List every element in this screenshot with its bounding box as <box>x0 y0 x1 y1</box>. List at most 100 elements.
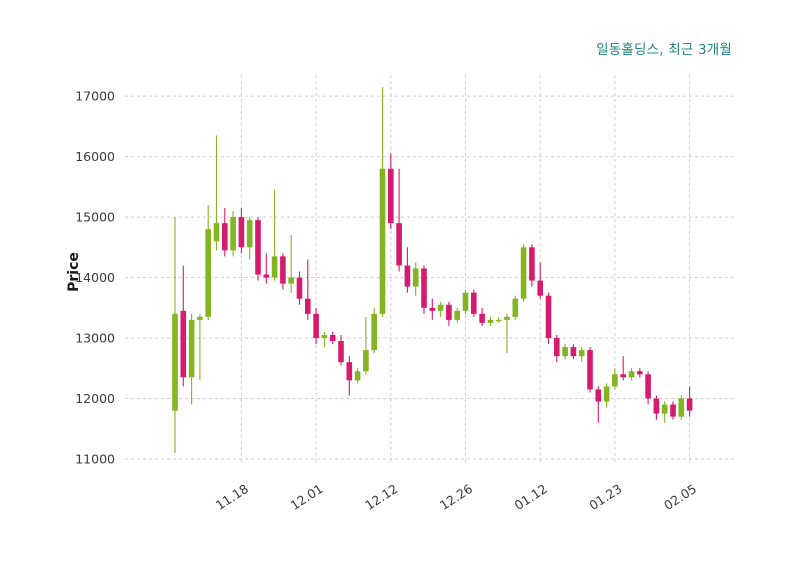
candle-body <box>504 316 510 320</box>
candle-body <box>587 350 593 390</box>
candle <box>446 301 452 326</box>
candle-body <box>529 247 535 281</box>
candle-body <box>512 298 519 317</box>
candle <box>637 368 643 378</box>
candle <box>686 386 693 417</box>
candle <box>454 307 460 323</box>
y-tick-label: 15000 <box>75 210 115 225</box>
candle-body <box>520 247 527 299</box>
candle <box>678 395 685 420</box>
candle <box>379 87 386 317</box>
candle <box>188 313 195 405</box>
candle-body <box>222 223 228 251</box>
candle-body <box>603 386 610 402</box>
candle-body <box>288 277 294 284</box>
candle <box>197 313 203 381</box>
candle-body <box>628 371 635 378</box>
candle <box>554 335 560 363</box>
candle-body <box>454 310 460 320</box>
candle <box>404 247 411 293</box>
candle-body <box>354 371 361 381</box>
candle <box>645 371 651 405</box>
candle-body <box>562 347 568 357</box>
candle <box>462 289 469 314</box>
x-tick-label: 01.23 <box>586 481 624 513</box>
y-tick-label: 12000 <box>75 391 115 406</box>
candle-body <box>554 338 560 357</box>
candle-body <box>305 298 311 314</box>
candle-body <box>678 398 685 417</box>
candle-body <box>645 374 651 399</box>
candle-body <box>487 319 494 323</box>
candle-body <box>255 220 261 275</box>
candle <box>296 271 303 305</box>
candle-body <box>205 229 211 317</box>
candle-body <box>230 217 236 251</box>
candle-body <box>595 389 602 402</box>
candle-body <box>429 307 436 311</box>
candle-body <box>396 223 402 266</box>
candle <box>471 289 477 317</box>
candle <box>271 189 278 281</box>
candle-body <box>238 217 245 248</box>
candle <box>213 135 220 251</box>
candle <box>222 208 228 257</box>
candle <box>412 262 419 296</box>
y-tick-label: 16000 <box>75 149 115 164</box>
candle-body <box>263 274 270 278</box>
candle-body <box>412 268 419 287</box>
candle <box>487 316 494 326</box>
candle-body <box>313 313 319 339</box>
candle <box>172 217 178 453</box>
candle-body <box>172 313 178 411</box>
candle-body <box>321 335 328 339</box>
candle-body <box>653 398 660 414</box>
x-tick-label: 12.26 <box>437 481 475 513</box>
candle-body <box>280 256 286 284</box>
candle-body <box>213 223 220 242</box>
y-tick-label: 14000 <box>75 270 115 285</box>
candle-body <box>578 350 585 357</box>
candle <box>570 344 577 360</box>
candle-body <box>670 404 676 417</box>
candle-body <box>338 341 344 363</box>
candle-body <box>612 374 618 387</box>
candle-body <box>421 268 427 308</box>
candle <box>238 208 245 254</box>
candle <box>305 259 311 320</box>
candle <box>288 235 294 293</box>
candle-body <box>620 374 626 378</box>
candle-body <box>180 310 187 378</box>
candle-body <box>296 277 303 299</box>
candle-body <box>346 362 353 381</box>
candle <box>603 383 610 408</box>
candle <box>504 313 510 354</box>
x-tick-label: 01.12 <box>512 481 550 513</box>
candle <box>562 344 568 360</box>
candle <box>230 211 236 257</box>
x-tick-label: 12.12 <box>362 481 400 513</box>
candle <box>363 316 369 375</box>
candle <box>479 307 485 326</box>
candle-body <box>686 398 693 411</box>
y-tick-label: 17000 <box>75 89 115 104</box>
candle-body <box>246 220 253 248</box>
candle <box>354 368 361 384</box>
candle <box>545 292 552 345</box>
candle <box>520 244 527 302</box>
candle <box>329 331 336 345</box>
candle <box>661 401 668 423</box>
candle <box>205 205 211 320</box>
candle-body <box>188 319 195 378</box>
x-tick-label: 11.18 <box>213 481 251 513</box>
candle-body <box>570 347 577 357</box>
candle-body <box>271 256 278 278</box>
candle <box>529 244 535 287</box>
candle <box>263 253 270 284</box>
candle-body <box>363 350 369 372</box>
candle <box>587 347 593 393</box>
candle <box>280 253 286 290</box>
candle-body <box>404 265 411 287</box>
candle <box>578 347 585 363</box>
